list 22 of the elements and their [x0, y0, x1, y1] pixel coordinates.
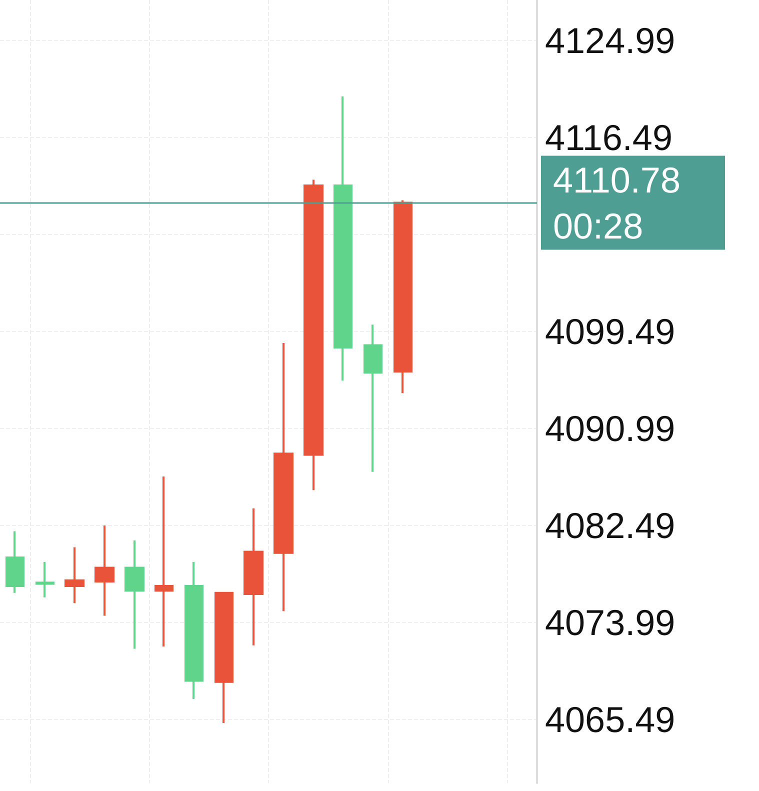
candlestick [184, 561, 204, 700]
candlestick [124, 539, 144, 650]
ref-line-label: 4110.78 00:28 [553, 159, 680, 246]
y-tick-label: 4099.49 [545, 311, 676, 352]
candlestick [364, 324, 382, 473]
candlestick [214, 592, 234, 724]
y-tick-label: 4124.99 [545, 20, 676, 62]
y-tick-label: 4065.49 [545, 699, 676, 740]
candlestick [154, 475, 174, 648]
candlestick [94, 524, 114, 617]
candlestick [36, 561, 54, 598]
candlestick [334, 95, 352, 382]
candlestick [394, 199, 412, 394]
y-tick-label: 4116.49 [545, 117, 672, 158]
y-tick-label: 4073.99 [545, 602, 676, 644]
candlestick [244, 507, 264, 646]
candlestick [6, 530, 24, 594]
y-tick-label: 4090.99 [545, 408, 676, 450]
candlestick [304, 178, 324, 492]
candlestick [64, 546, 84, 604]
y-tick-label: 4082.49 [545, 505, 676, 546]
candlestick [274, 342, 294, 612]
